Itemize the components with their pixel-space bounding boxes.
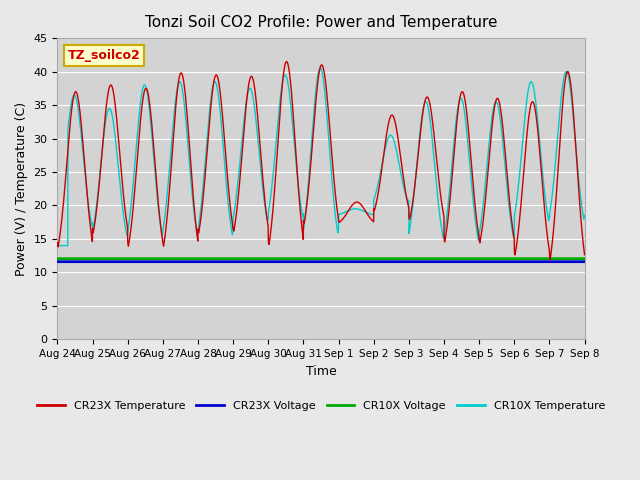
CR10X Temperature — [514, 191, 522, 196]
CR23X Voltage — [278, 259, 286, 264]
Text: TZ_soilco2: TZ_soilco2 — [68, 49, 141, 62]
CR23X Temperature — [283, 59, 291, 64]
CR23X Temperature — [145, 95, 153, 100]
CR10X Temperature — [570, 128, 578, 133]
CR23X Voltage — [570, 259, 578, 264]
CR23X Temperature — [547, 257, 554, 263]
Legend: CR23X Temperature, CR23X Voltage, CR10X Voltage, CR10X Temperature: CR23X Temperature, CR23X Voltage, CR10X … — [33, 396, 609, 415]
CR23X Voltage — [114, 259, 122, 264]
CR23X Voltage — [580, 259, 588, 264]
CR23X Temperature — [571, 126, 579, 132]
CR10X Voltage — [580, 256, 588, 262]
Line: CR23X Temperature: CR23X Temperature — [58, 61, 584, 260]
CR10X Voltage — [54, 256, 61, 262]
CR10X Temperature — [54, 243, 61, 249]
CR10X Voltage — [256, 256, 264, 262]
CR10X Voltage — [145, 256, 153, 262]
CR10X Voltage — [278, 256, 286, 262]
CR23X Temperature — [278, 81, 286, 87]
CR23X Temperature — [54, 240, 61, 246]
CR10X Temperature — [317, 65, 324, 71]
CR23X Voltage — [145, 259, 153, 264]
CR10X Temperature — [580, 212, 588, 218]
CR10X Temperature — [278, 80, 286, 85]
CR10X Temperature — [145, 101, 153, 107]
Title: Tonzi Soil CO2 Profile: Power and Temperature: Tonzi Soil CO2 Profile: Power and Temper… — [145, 15, 497, 30]
CR23X Temperature — [256, 136, 264, 142]
X-axis label: Time: Time — [306, 365, 337, 378]
Line: CR10X Temperature: CR10X Temperature — [58, 68, 584, 246]
CR10X Temperature — [114, 156, 122, 162]
CR10X Voltage — [570, 256, 578, 262]
CR10X Voltage — [513, 256, 521, 262]
CR23X Voltage — [256, 259, 264, 264]
CR10X Temperature — [256, 154, 264, 160]
CR23X Voltage — [513, 259, 521, 264]
CR23X Voltage — [54, 259, 61, 264]
CR23X Temperature — [114, 125, 122, 131]
CR23X Temperature — [580, 252, 588, 258]
Y-axis label: Power (V) / Temperature (C): Power (V) / Temperature (C) — [15, 102, 28, 276]
CR10X Voltage — [114, 256, 122, 262]
CR23X Temperature — [514, 235, 522, 240]
